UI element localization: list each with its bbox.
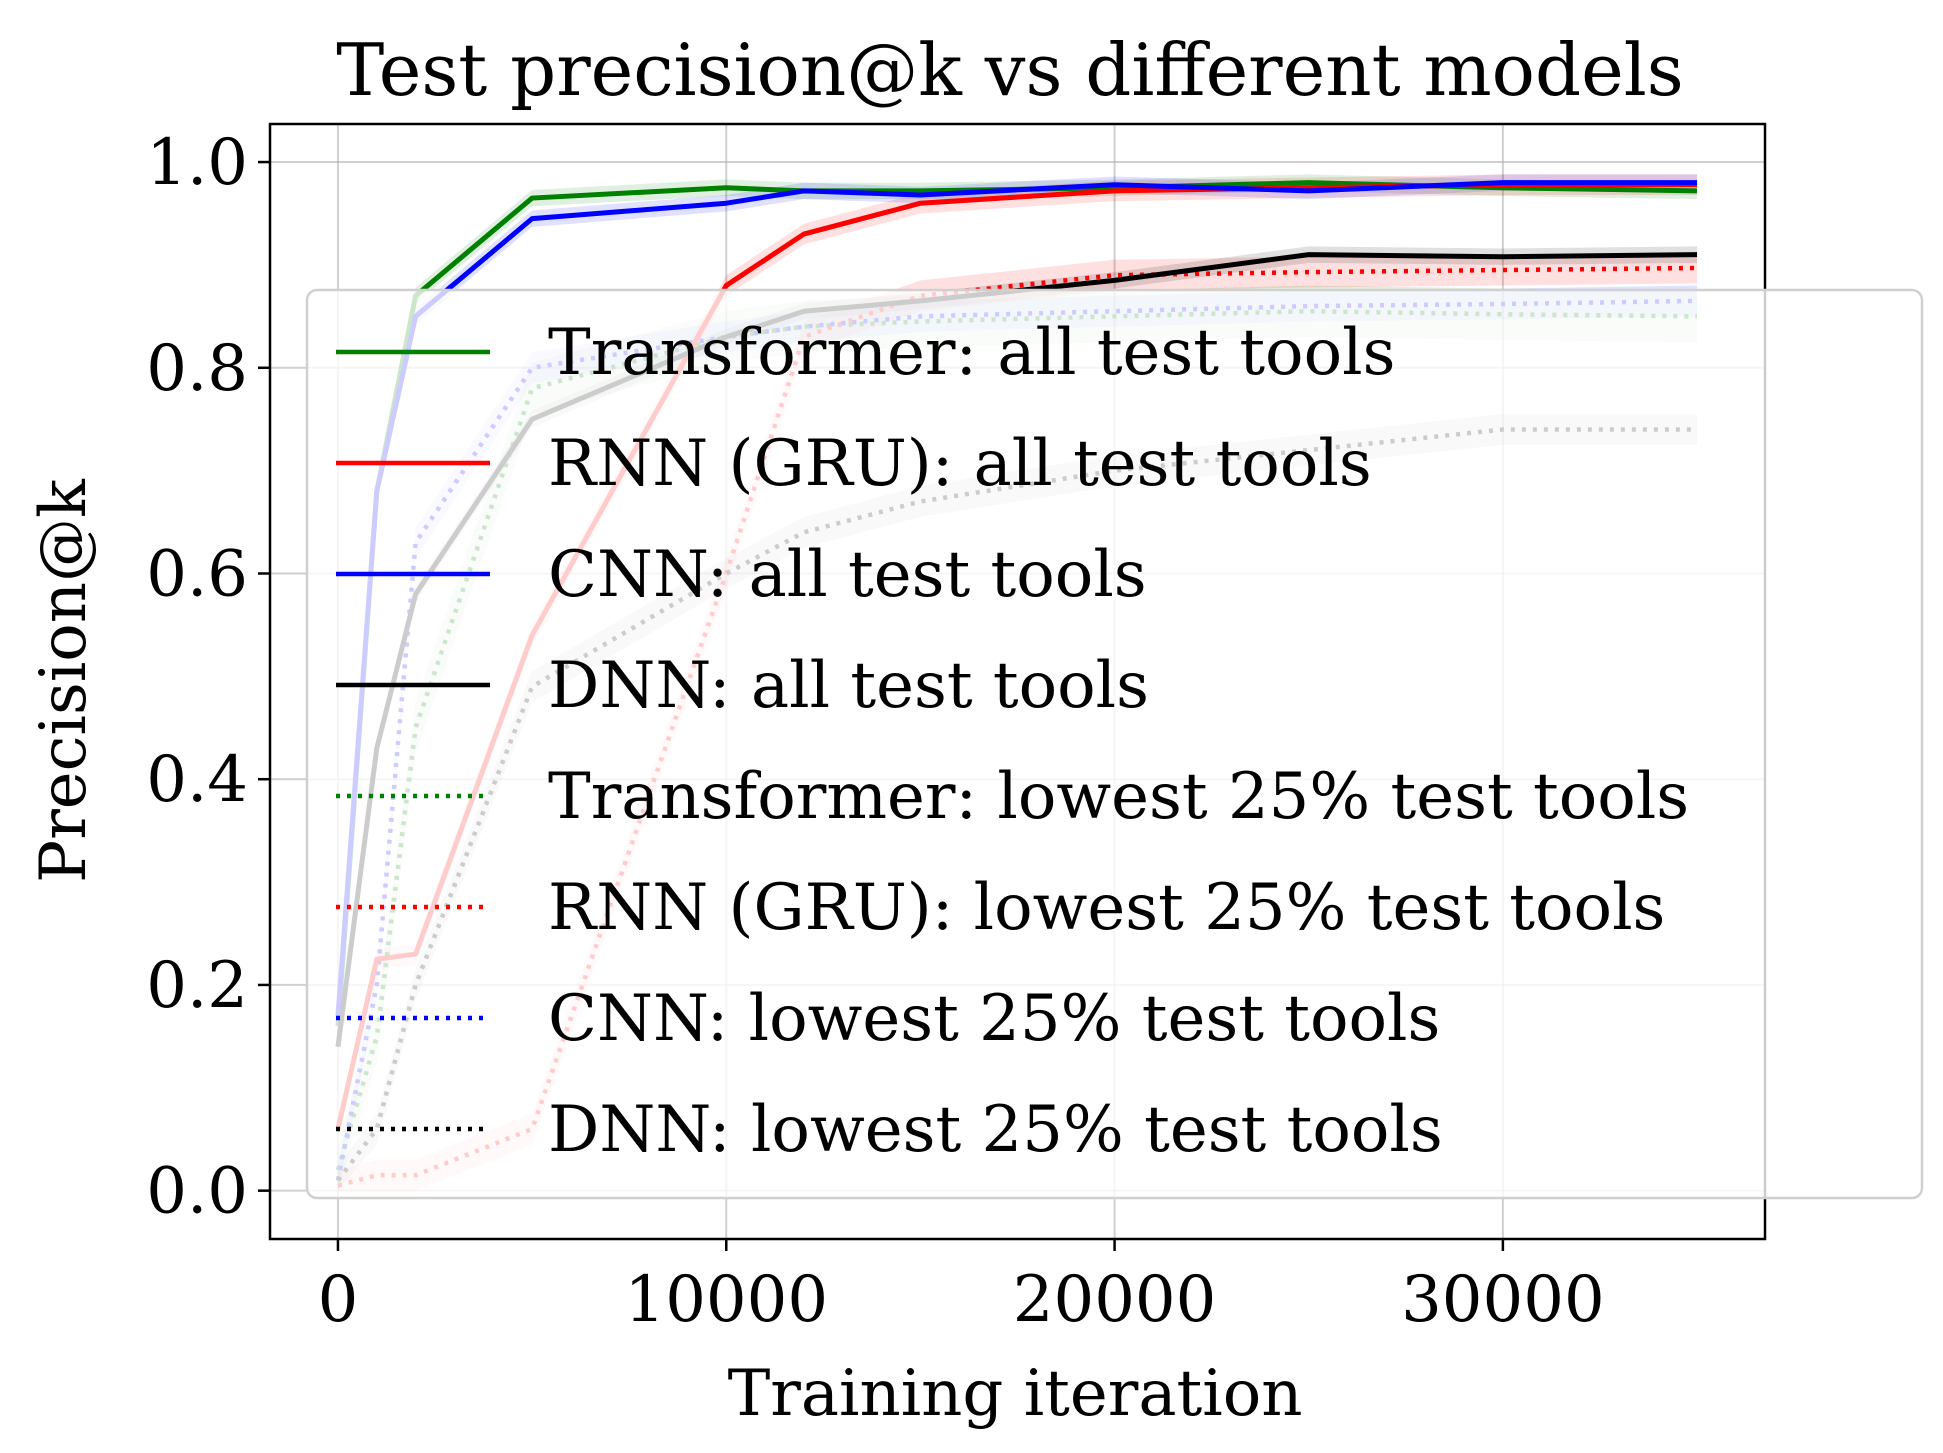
y-tick-label: 0.2 bbox=[146, 949, 248, 1023]
x-tick-label: 0 bbox=[318, 1263, 359, 1337]
y-tick-label: 0.8 bbox=[146, 332, 248, 406]
legend: Transformer: all test tools RNN (GRU): al… bbox=[305, 288, 1924, 1200]
y-tick-label: 1.0 bbox=[146, 126, 248, 200]
series-band bbox=[337, 174, 1698, 1025]
y-axis-label: Precision@k bbox=[27, 478, 101, 883]
legend-label: CNN: lowest 25% test tools bbox=[548, 982, 1440, 1056]
legend-label: DNN: lowest 25% test tools bbox=[548, 1093, 1443, 1167]
legend-label: Transformer: lowest 25% test tools bbox=[548, 760, 1689, 834]
legend-label: DNN: all test tools bbox=[548, 649, 1149, 723]
legend-label: RNN (GRU): all test tools bbox=[548, 427, 1372, 501]
y-tick-label: 0.0 bbox=[146, 1155, 248, 1229]
x-axis-ticks: 0 10000 20000 30000 bbox=[318, 1239, 1605, 1337]
chart-title: Test precision@k vs different models bbox=[336, 28, 1683, 112]
y-tick-label: 0.4 bbox=[146, 743, 248, 817]
x-axis-label: Training iteration bbox=[728, 1357, 1303, 1431]
legend-items: Transformer: all test tools RNN (GRU): al… bbox=[336, 316, 1689, 1167]
x-tick-label: 10000 bbox=[624, 1263, 828, 1337]
x-tick-label: 20000 bbox=[1013, 1263, 1217, 1337]
legend-label: CNN: all test tools bbox=[548, 538, 1147, 612]
x-tick-label: 30000 bbox=[1401, 1263, 1605, 1337]
y-tick-label: 0.6 bbox=[146, 537, 248, 611]
legend-label: Transformer: all test tools bbox=[548, 316, 1395, 390]
legend-label: RNN (GRU): lowest 25% test tools bbox=[548, 871, 1665, 945]
y-axis-ticks: 0.0 0.2 0.4 0.6 0.8 1.0 bbox=[146, 126, 270, 1229]
legend-frame bbox=[305, 288, 1924, 1200]
